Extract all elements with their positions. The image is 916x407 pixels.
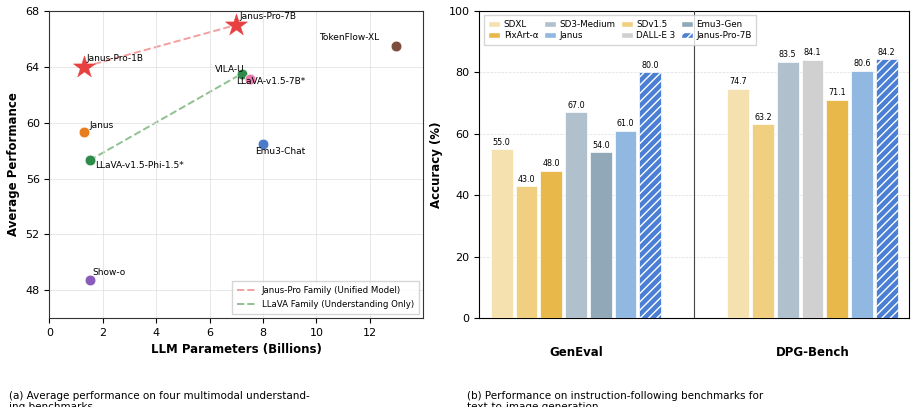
Bar (777, 61, 799, 318)
Text: Janus-Pro-7B: Janus-Pro-7B (239, 12, 296, 21)
Text: GenEval: GenEval (549, 346, 603, 359)
Bar (639, 72, 661, 318)
Text: 71.1: 71.1 (828, 88, 846, 97)
Point (77, 63, 92, 70)
Text: 48.0: 48.0 (542, 159, 560, 168)
Text: LLaVA-v1.5-7B*: LLaVA-v1.5-7B* (236, 77, 306, 86)
Bar (727, 89, 749, 318)
Text: (a) Average performance on four multimodal understand-
ing benchmarks.: (a) Average performance on four multimod… (9, 391, 310, 407)
Y-axis label: Accuracy (%): Accuracy (%) (431, 121, 443, 208)
Text: 63.2: 63.2 (754, 113, 772, 122)
X-axis label: LLM Parameters (Billions): LLM Parameters (Billions) (151, 344, 322, 357)
Bar (590, 152, 612, 318)
Point (243, 76, 257, 83)
Text: Janus: Janus (90, 120, 114, 130)
Text: 84.1: 84.1 (803, 48, 822, 57)
Point (234, 70, 249, 77)
Bar (491, 149, 513, 318)
Text: 55.0: 55.0 (493, 138, 510, 147)
Bar (802, 60, 823, 318)
Text: LLaVA-v1.5-Phi-1.5*: LLaVA-v1.5-Phi-1.5* (95, 161, 183, 170)
Text: Janus-Pro-1B: Janus-Pro-1B (87, 54, 144, 63)
Text: 61.0: 61.0 (616, 119, 634, 128)
Bar (851, 70, 873, 318)
Legend: SDXL, PixArt-α, SD3-Medium, Janus, SDv1.5, DALL-E 3, Emu3-Gen, Janus-Pro-7B: SDXL, PixArt-α, SD3-Medium, Janus, SDv1.… (484, 15, 757, 45)
Text: 54.0: 54.0 (592, 141, 609, 150)
Point (77, 129, 92, 136)
Text: DPG-Bench: DPG-Bench (776, 346, 849, 359)
Bar (876, 59, 898, 318)
Text: Show-o: Show-o (93, 268, 125, 277)
Text: TokenFlow-XL: TokenFlow-XL (319, 33, 379, 42)
Point (389, 43, 404, 49)
Point (256, 140, 270, 147)
Point (82, 157, 97, 164)
Text: 83.5: 83.5 (779, 50, 797, 59)
Point (82, 277, 97, 284)
Bar (826, 100, 848, 318)
Y-axis label: Average Performance: Average Performance (7, 93, 20, 236)
Text: (b) Performance on instruction-following benchmarks for
text-to-image generation: (b) Performance on instruction-following… (467, 391, 763, 407)
Bar (516, 186, 538, 318)
Text: 80.6: 80.6 (853, 59, 871, 68)
Text: 67.0: 67.0 (567, 101, 584, 110)
Bar (565, 112, 587, 318)
Legend: Janus-Pro Family (Unified Model), LLaVA Family (Understanding Only): Janus-Pro Family (Unified Model), LLaVA … (233, 281, 419, 314)
Text: 84.2: 84.2 (878, 48, 896, 57)
Point (229, 22, 244, 28)
Text: 43.0: 43.0 (518, 175, 535, 184)
Text: VILA-U: VILA-U (215, 66, 245, 74)
Bar (615, 131, 637, 318)
Text: 80.0: 80.0 (641, 61, 659, 70)
Bar (752, 124, 774, 318)
Text: Emu3-Chat: Emu3-Chat (255, 147, 305, 156)
Bar (540, 171, 562, 318)
Text: 74.7: 74.7 (729, 77, 747, 86)
